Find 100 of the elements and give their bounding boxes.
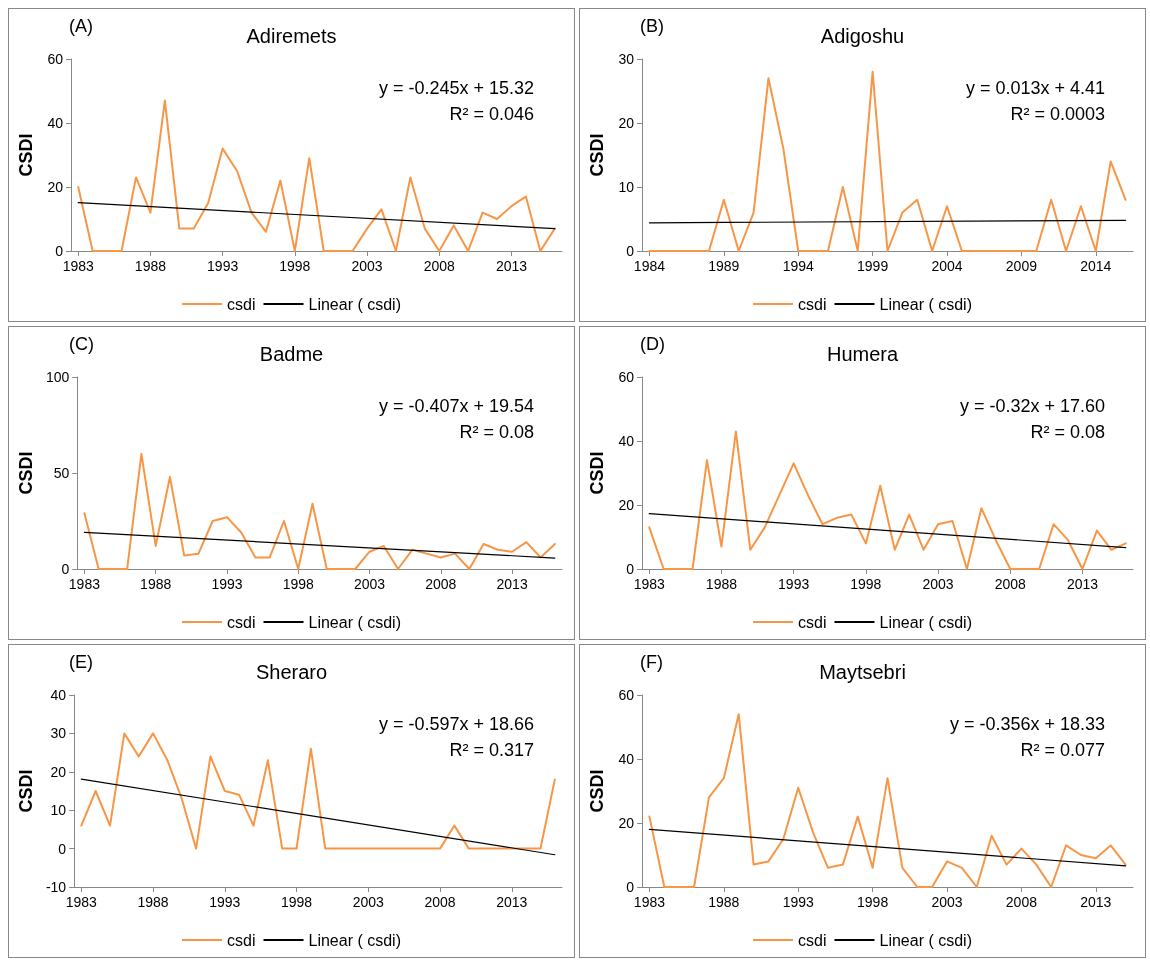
legend-label: csdi — [798, 613, 827, 631]
y-tick-label: 0 — [626, 243, 635, 259]
x-tick-label: 2003 — [922, 576, 954, 592]
y-axis-title: CSDI — [587, 769, 607, 813]
y-tick-label: 10 — [618, 179, 635, 195]
legend-label: csdi — [798, 295, 827, 313]
x-tick-label: 1983 — [633, 576, 665, 592]
legend-label: csdi — [227, 931, 256, 949]
legend-label: Linear ( csdi) — [308, 931, 401, 949]
x-tick-label: 1988 — [140, 576, 172, 592]
text: (E) — [69, 652, 93, 672]
x-tick-label: 1998 — [280, 894, 313, 910]
y-tick-label: 20 — [47, 179, 64, 195]
legend-label: Linear ( csdi) — [879, 613, 972, 631]
y-tick-label: 60 — [618, 369, 635, 385]
annotation: y = -0.407x + 19.54 — [378, 396, 534, 416]
chart-title: Adiremets — [246, 25, 337, 47]
legend-label: csdi — [227, 295, 256, 313]
legend-label: Linear ( csdi) — [879, 295, 972, 313]
y-tick-label: 0 — [55, 243, 64, 259]
x-tick-label: 1998 — [857, 894, 889, 910]
x-tick-label: 2003 — [353, 576, 386, 592]
x-tick-label: 1998 — [850, 576, 882, 592]
x-tick-label: 2008 — [1005, 894, 1038, 910]
annotation: y = 0.013x + 4.41 — [965, 78, 1105, 98]
y-tick-label: 0 — [626, 879, 635, 895]
line-series — [83, 452, 556, 570]
x-tick-label: 1993 — [207, 258, 239, 274]
x-tick-label: 1983 — [65, 894, 98, 910]
annotation: R² = 0.077 — [1020, 740, 1106, 760]
line-series — [648, 713, 1127, 888]
line-series — [80, 732, 556, 850]
x-tick-label: 2008 — [994, 576, 1027, 592]
y-tick-label: 40 — [618, 751, 635, 767]
x-tick-label: 1983 — [62, 258, 94, 274]
legend-label: Linear ( csdi) — [308, 295, 401, 313]
legend-label: Linear ( csdi) — [308, 613, 401, 631]
legend-label: csdi — [798, 931, 827, 949]
x-tick-label: 1998 — [279, 258, 311, 274]
text: (C) — [69, 334, 94, 354]
y-tick-label: -10 — [45, 879, 67, 895]
y-tick-label: 20 — [50, 763, 67, 780]
annotation: R² = 0.0003 — [1010, 104, 1105, 124]
text: (B) — [640, 16, 664, 36]
x-tick-label: 1993 — [209, 894, 241, 910]
text: (F) — [640, 652, 663, 672]
y-tick-label: 20 — [618, 497, 635, 513]
x-tick-label: 1993 — [211, 576, 243, 592]
x-tick-label: 2013 — [1080, 894, 1112, 910]
y-tick-label: 20 — [618, 115, 635, 131]
x-tick-label: 1993 — [782, 894, 815, 910]
y-tick-label: 0 — [61, 561, 70, 577]
x-tick-label: 2013 — [1066, 576, 1099, 592]
y-tick-label: 0 — [626, 561, 635, 577]
y-tick-label: 60 — [618, 687, 635, 703]
y-axis-title: CSDI — [16, 451, 36, 495]
x-tick-label: 1988 — [137, 894, 169, 910]
x-tick-label: 2008 — [425, 576, 457, 592]
x-tick-label: 2013 — [496, 894, 528, 910]
x-tick-label: 1988 — [134, 258, 167, 274]
x-tick-label: 2008 — [423, 258, 456, 274]
y-tick-label: 50 — [53, 465, 70, 481]
annotation: R² = 0.046 — [449, 104, 535, 124]
x-tick-label: 1999 — [857, 258, 889, 274]
annotation: y = -0.597x + 18.66 — [378, 714, 534, 734]
x-tick-label: 1984 — [633, 258, 666, 274]
y-tick-label: 10 — [50, 802, 67, 819]
x-tick-label: 2004 — [931, 258, 963, 274]
y-tick-label: 40 — [618, 433, 635, 449]
chart-title: Maytsebri — [819, 661, 906, 683]
annotation: R² = 0.317 — [449, 740, 535, 760]
annotation: R² = 0.08 — [459, 422, 535, 442]
y-axis-title: CSDI — [587, 451, 607, 495]
y-axis-title: CSDI — [16, 769, 36, 813]
chart-title: Adigoshu — [820, 25, 905, 47]
line-series — [77, 99, 556, 252]
annotation: y = -0.245x + 15.32 — [378, 78, 534, 98]
x-tick-label: 1988 — [705, 576, 738, 592]
x-tick-label: 2013 — [495, 258, 528, 274]
text: (D) — [640, 334, 665, 354]
line-series — [648, 70, 1127, 252]
y-axis-title: CSDI — [16, 133, 36, 177]
x-tick-label: 1998 — [282, 576, 315, 592]
y-tick-label: 30 — [618, 51, 635, 67]
y-tick-label: 60 — [47, 51, 64, 67]
annotation: R² = 0.08 — [1030, 422, 1106, 442]
x-tick-label: 1983 — [633, 894, 666, 910]
x-tick-label: 1983 — [68, 576, 101, 592]
x-tick-label: 1994 — [782, 258, 815, 274]
x-tick-label: 2013 — [496, 576, 528, 592]
y-tick-label: 30 — [50, 725, 67, 742]
x-tick-label: 1993 — [778, 576, 810, 592]
annotation: y = -0.32x + 17.60 — [959, 396, 1106, 416]
y-tick-label: 40 — [50, 687, 67, 703]
y-tick-label: 40 — [47, 115, 64, 131]
x-tick-label: 2008 — [424, 894, 456, 910]
y-tick-label: 0 — [58, 840, 67, 857]
y-axis-title: CSDI — [587, 133, 607, 177]
legend-label: Linear ( csdi) — [879, 931, 972, 949]
x-tick-label: 1988 — [708, 894, 740, 910]
